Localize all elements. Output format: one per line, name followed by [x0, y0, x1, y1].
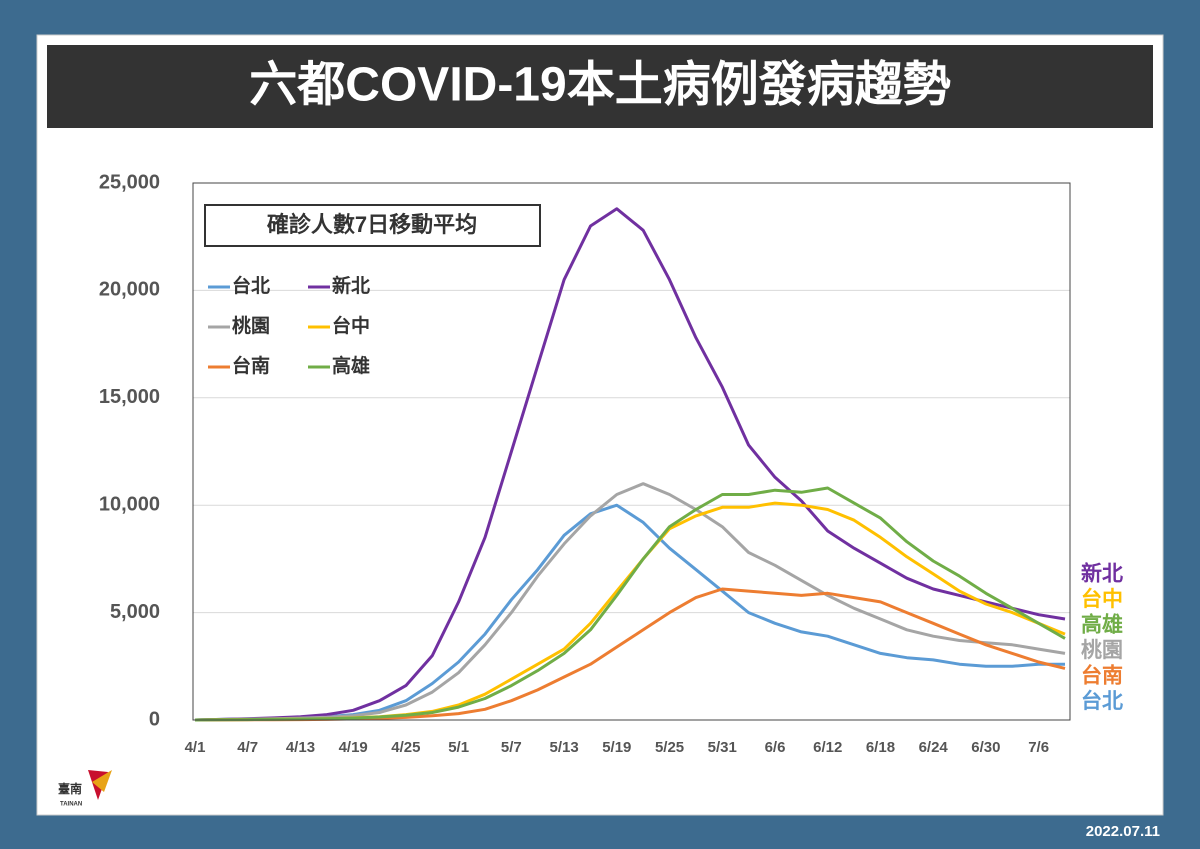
- x-tick-label: 5/19: [602, 739, 631, 756]
- legend-label: 桃園: [232, 314, 270, 337]
- x-tick-label: 4/13: [286, 739, 315, 756]
- logo-text: 臺南: [58, 781, 82, 796]
- x-tick-label: 5/13: [549, 739, 578, 756]
- x-tick-label: 4/1: [185, 739, 206, 756]
- x-tick-label: 6/12: [813, 739, 842, 756]
- end-label: 台南: [1081, 664, 1123, 688]
- panel: [36, 34, 1164, 816]
- legend-label: 台北: [232, 274, 270, 297]
- x-tick-label: 5/31: [708, 739, 737, 756]
- line: [194, 486, 1066, 722]
- legend-label: 新北: [332, 274, 370, 297]
- legend-label: 台中: [332, 314, 370, 337]
- x-tick-label: 7/6: [1028, 739, 1049, 756]
- date: 2022.07.11: [1086, 823, 1160, 840]
- y-tick-label: 20,000: [99, 279, 160, 301]
- logo-mark: [92, 770, 112, 792]
- title-bar: [47, 45, 1153, 128]
- x-tick-label: 5/7: [501, 739, 522, 756]
- chart-title: 六都COVID-19本土病例發病趨勢: [249, 59, 950, 112]
- x-tick-label: 6/6: [765, 739, 786, 756]
- y-tick-label: 15,000: [99, 386, 160, 408]
- y-tick-label: 10,000: [99, 493, 160, 515]
- x-tick-label: 5/1: [448, 739, 469, 756]
- x-tick-label: 4/7: [237, 739, 258, 756]
- x-tick-label: 6/18: [866, 739, 895, 756]
- y-tick-label: 5,000: [110, 601, 160, 623]
- x-tick-label: 6/30: [971, 739, 1000, 756]
- y-tick-label: 25,000: [99, 171, 160, 193]
- logo-subtext: TAINAN: [60, 802, 82, 808]
- legend-label: 高雄: [332, 354, 370, 377]
- end-label: 台中: [1081, 587, 1123, 611]
- legend-label: 台南: [232, 354, 270, 377]
- plot-border: [192, 182, 1071, 721]
- end-label: 高雄: [1081, 613, 1123, 637]
- legend-title: 確診人數7日移動平均: [267, 212, 477, 237]
- x-tick-label: 6/24: [919, 739, 949, 756]
- x-tick-label: 4/25: [391, 739, 420, 756]
- end-label: 新北: [1081, 562, 1123, 586]
- x-tick-label: 4/19: [339, 739, 368, 756]
- end-label: 台北: [1081, 689, 1123, 713]
- x-tick-label: 5/25: [655, 739, 684, 756]
- end-label: 桃園: [1081, 638, 1123, 662]
- y-tick-label: 0: [149, 708, 160, 730]
- line: [194, 482, 1066, 722]
- line: [194, 207, 1066, 722]
- legend-title-box: [204, 204, 541, 247]
